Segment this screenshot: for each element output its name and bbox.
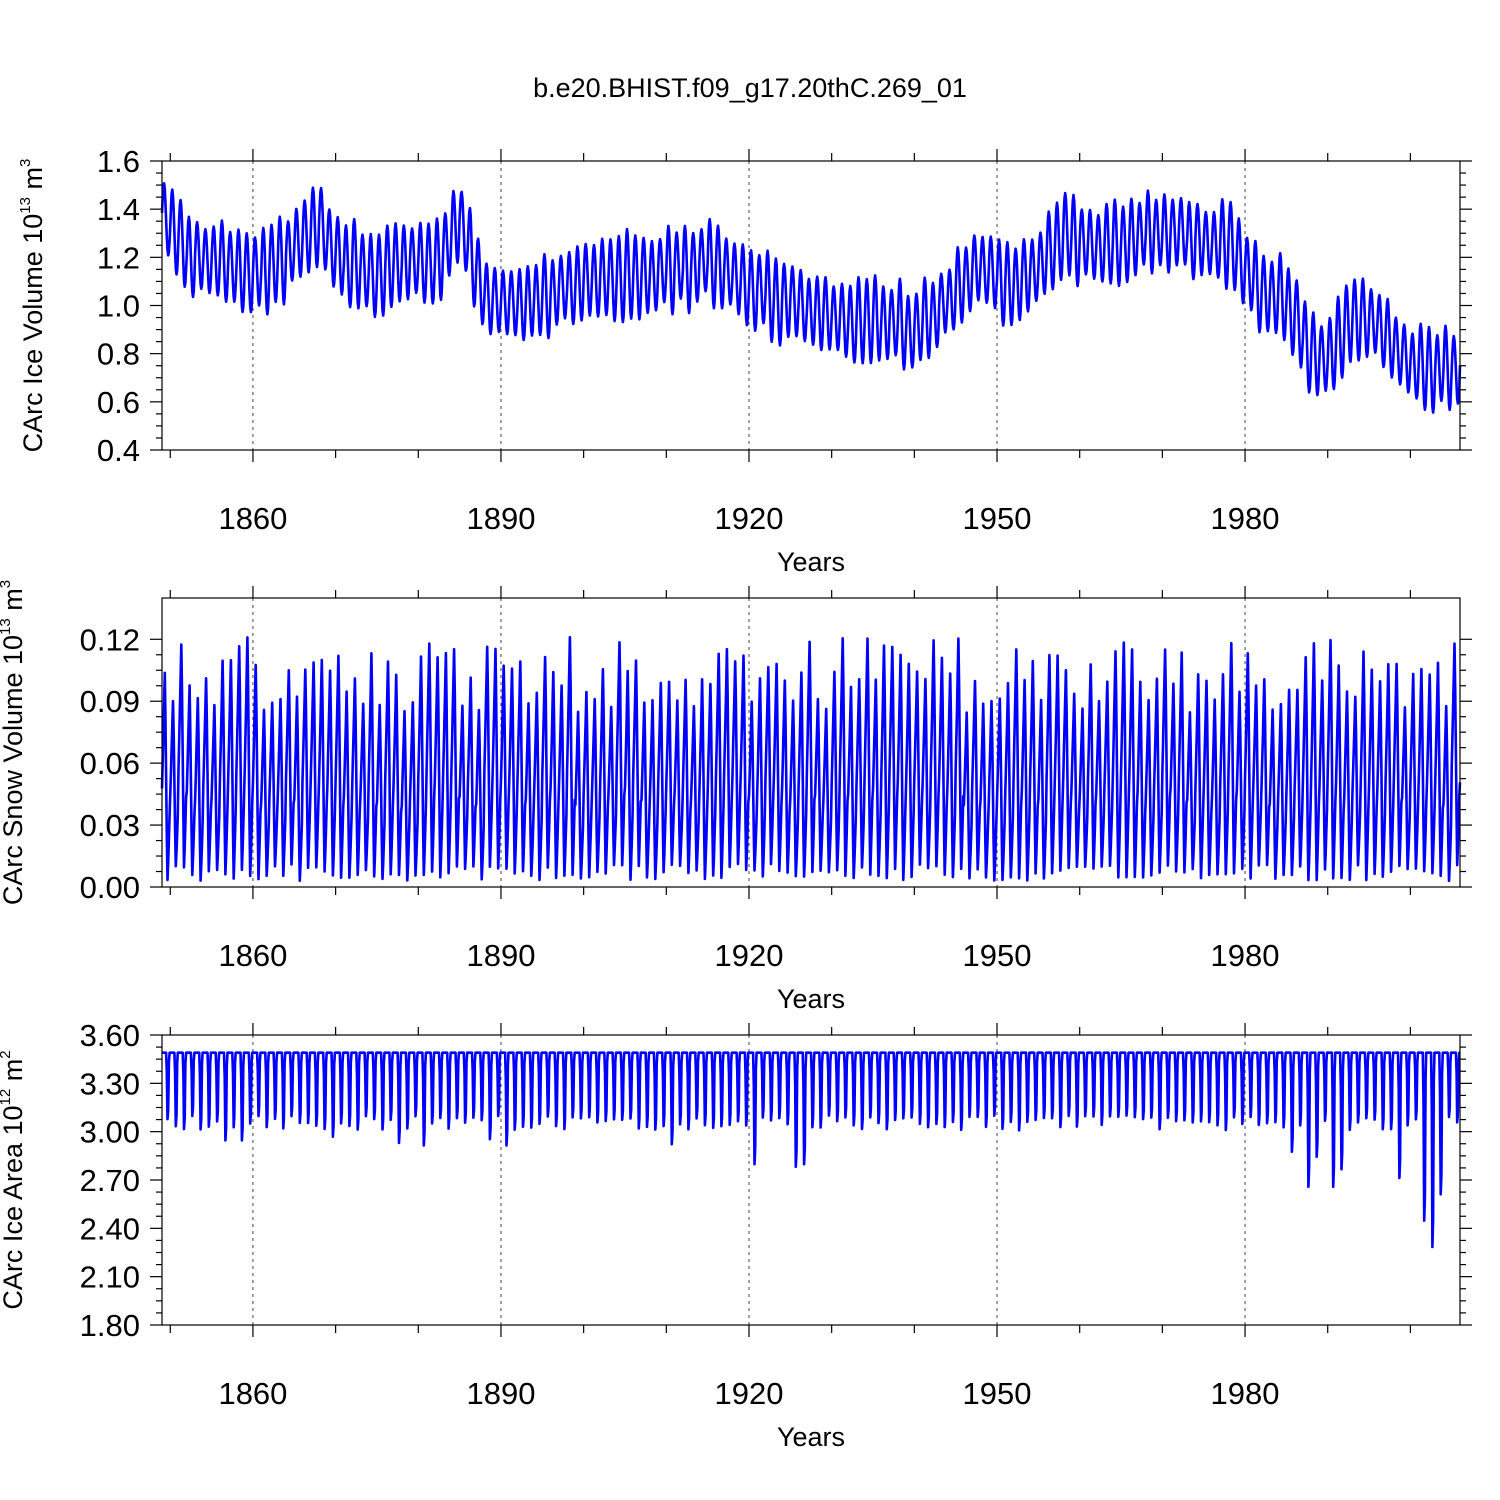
y-tick-label: 0.06 xyxy=(80,746,140,781)
x-tick-label: 1860 xyxy=(218,501,287,536)
y-tick-label: 3.00 xyxy=(80,1115,140,1150)
y-tick-label: 2.70 xyxy=(80,1163,140,1198)
y-tick-label: 3.30 xyxy=(80,1066,140,1101)
x-tick-label: 1920 xyxy=(715,1376,784,1411)
y-axis-label: CArc Ice Volume 1013 m3 xyxy=(17,159,48,453)
y-tick-label: 0.00 xyxy=(80,870,140,905)
y-tick-label: 2.10 xyxy=(80,1260,140,1295)
y-tick-label: 0.12 xyxy=(80,622,140,657)
x-tick-label: 1980 xyxy=(1211,938,1280,973)
panel-ice-area: 1.80 2.10 2.40 2.70 3.00 3.30 3.60 1860 1890 1920… xyxy=(0,1018,1472,1452)
y-tick-label: 0.4 xyxy=(97,433,140,468)
x-tick-label: 1920 xyxy=(715,938,784,973)
panel-snow-volume: 0.00 0.03 0.06 0.09 0.12 1860 1890 1920 1950 1980… xyxy=(0,580,1472,1014)
y-tick-label: 0.8 xyxy=(97,337,140,372)
y-tick-label: 0.09 xyxy=(80,684,140,719)
x-tick-label: 1950 xyxy=(963,1376,1032,1411)
x-axis-label: Years xyxy=(777,547,845,577)
x-axis-label: Years xyxy=(777,1422,845,1452)
x-tick-label: 1890 xyxy=(466,501,535,536)
x-tick-label: 1890 xyxy=(466,1376,535,1411)
y-axis-label: CArc Ice Area 1012 m2 xyxy=(0,1050,28,1309)
x-tick-label: 1860 xyxy=(218,938,287,973)
y-tick-label: 1.80 xyxy=(80,1308,140,1343)
figure-title: b.e20.BHIST.f09_g17.20thC.269_01 xyxy=(533,73,967,103)
x-tick-label: 1920 xyxy=(715,501,784,536)
series-line xyxy=(160,635,1462,883)
series-line xyxy=(160,182,1462,414)
panel-ice-volume: 0.4 0.6 0.8 1.0 1.2 1.4 1.6 1860 1890 1920 1950 198… xyxy=(17,144,1472,577)
y-tick-label: 2.40 xyxy=(80,1211,140,1246)
series-line xyxy=(161,1051,1461,1249)
x-axis-label: Years xyxy=(777,984,845,1014)
y-axis-label: CArc Snow Volume 1013 m3 xyxy=(0,580,28,905)
y-tick-label: 1.4 xyxy=(97,192,140,227)
x-tick-label: 1860 xyxy=(218,1376,287,1411)
x-tick-label: 1890 xyxy=(466,938,535,973)
x-tick-label: 1950 xyxy=(963,938,1032,973)
y-tick-label: 1.0 xyxy=(97,289,140,324)
y-tick-label: 1.2 xyxy=(97,240,140,275)
x-tick-label: 1950 xyxy=(963,501,1032,536)
x-tick-label: 1980 xyxy=(1211,501,1280,536)
plot-frame xyxy=(161,597,1461,888)
y-tick-label: 1.6 xyxy=(97,144,140,179)
y-tick-label: 0.03 xyxy=(80,808,140,843)
y-tick-label: 3.60 xyxy=(80,1018,140,1053)
y-tick-label: 0.6 xyxy=(97,385,140,420)
x-tick-label: 1980 xyxy=(1211,1376,1280,1411)
